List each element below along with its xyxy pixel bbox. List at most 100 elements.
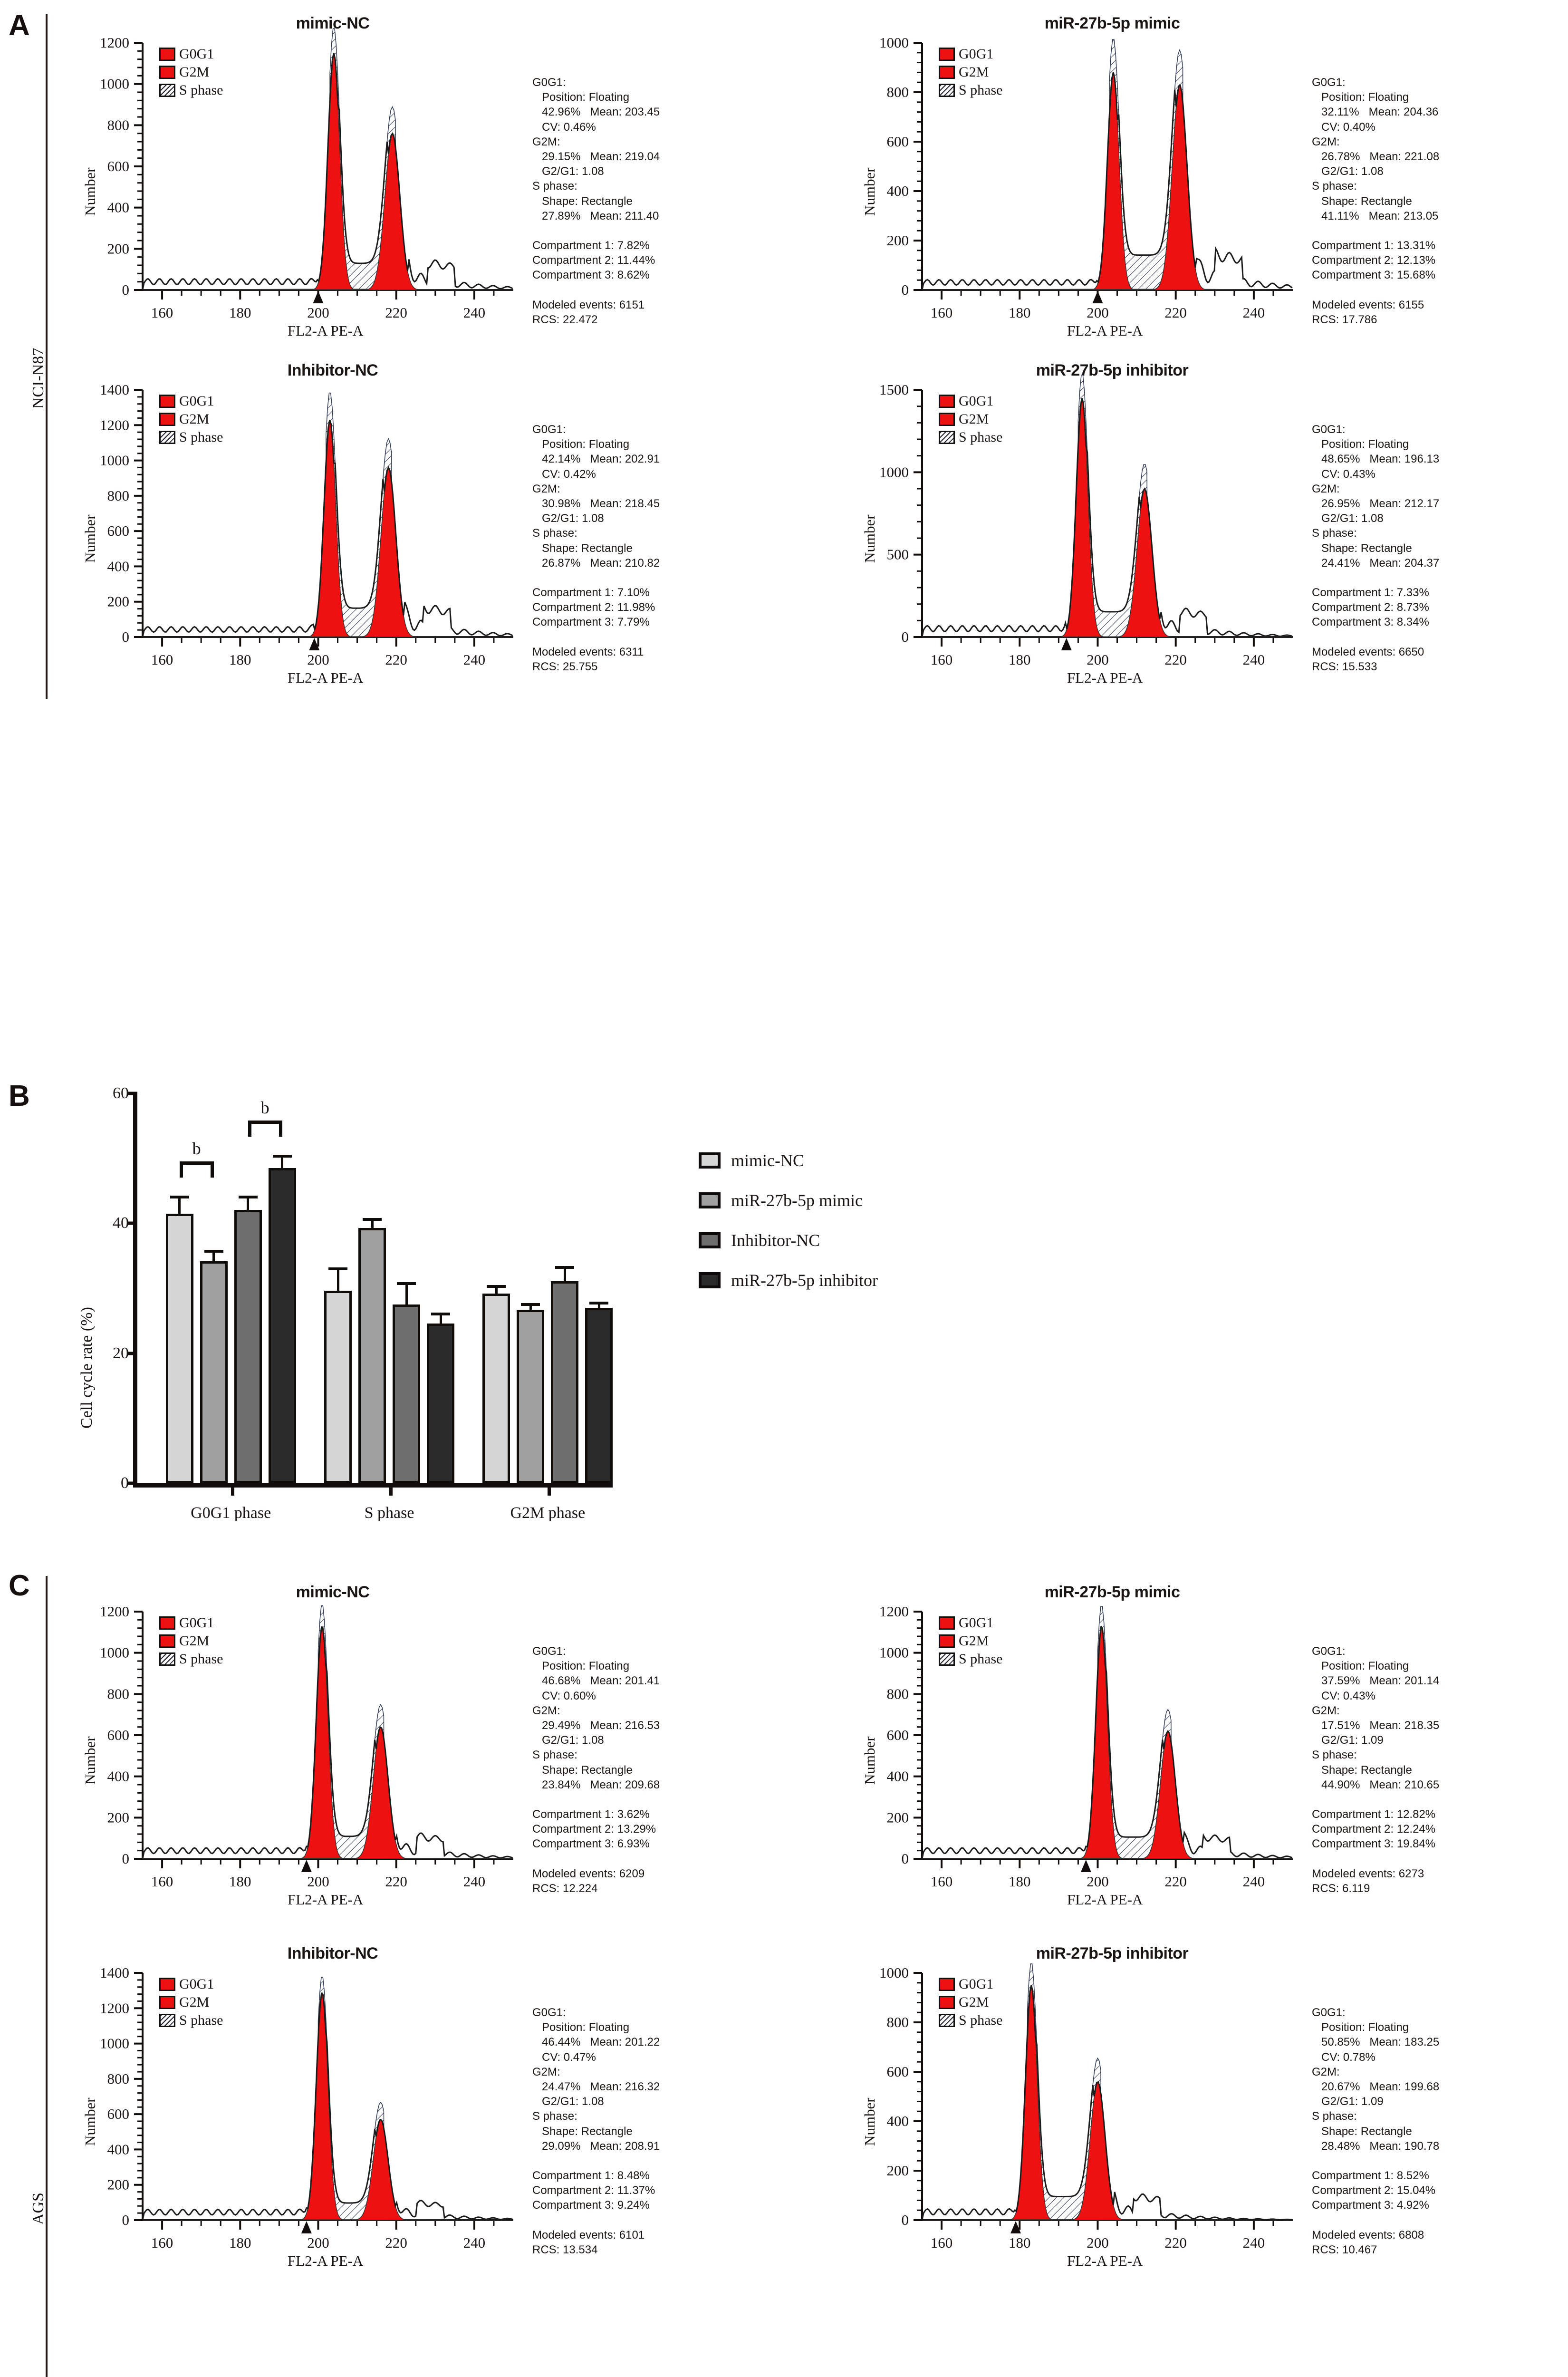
legend-swatch-red-icon [939, 1978, 955, 1991]
flow-legend-item: G2M [159, 64, 223, 81]
svg-text:600: 600 [107, 158, 130, 174]
flow-plot-c2: miR-27b-5p mimic Number 0 200 400 600 800 1000 1… [851, 1583, 1488, 1908]
legend-swatch-red-icon [939, 1634, 955, 1648]
flow-legend: G0G1 G2M S phase [159, 1614, 223, 1669]
bar-y-tick-mark [127, 1221, 137, 1225]
bar-legend-item: miR-27b-5p inhibitor [699, 1270, 878, 1290]
svg-text:200: 200 [107, 1809, 130, 1826]
flow-stats-block: G0G1: Position: Floating 46.68% Mean: 20… [532, 1645, 660, 1895]
flow-x-axis-label: FL2-A PE-A [288, 322, 364, 339]
row-label-ags: AGS [29, 2192, 47, 2225]
svg-text:160: 160 [931, 2234, 953, 2251]
svg-text:800: 800 [107, 487, 130, 504]
flow-legend-item: G0G1 [939, 1614, 1003, 1632]
error-bar [281, 1158, 284, 1169]
flow-legend-label: G0G1 [959, 1615, 994, 1631]
flow-histogram: 0 200 400 600 800 1000 160 180 200 220 240 [879, 34, 1293, 321]
error-bar-cap [238, 1196, 258, 1199]
legend-swatch-red-icon [939, 1616, 955, 1630]
flow-histogram: 0 200 400 600 800 1000 1200 160 180 200 220 240 [879, 1603, 1293, 1890]
panel-a-row-rule [46, 14, 48, 699]
flow-x-axis-label: FL2-A PE-A [1067, 322, 1143, 339]
svg-text:200: 200 [107, 2176, 130, 2193]
svg-text:1000: 1000 [879, 464, 909, 480]
bar-plot-area: 0 20 40 60 G0G1 phase S phase G2M phase b b [113, 1084, 613, 1522]
svg-text:220: 220 [385, 2234, 407, 2251]
svg-text:180: 180 [229, 1873, 251, 1890]
svg-text:1000: 1000 [100, 1644, 129, 1661]
bar-y-tick-label: 0 [121, 1474, 129, 1492]
svg-text:500: 500 [887, 546, 909, 563]
flow-legend-item: G2M [939, 1633, 1003, 1650]
legend-swatch-red-icon [159, 413, 175, 426]
flow-x-axis-label: FL2-A PE-A [288, 1891, 364, 1908]
panel-c-row-rule [46, 1576, 48, 2377]
bar-mimic-nc-s [324, 1291, 352, 1483]
legend-swatch-red-icon [159, 1616, 175, 1630]
svg-text:1400: 1400 [100, 381, 129, 398]
legend-swatch-red-icon [159, 1978, 175, 1991]
svg-text:400: 400 [107, 2141, 130, 2157]
flow-plot-title: miR-27b-5p mimic [1044, 14, 1180, 32]
flow-plot-c1: mimic-NC Number 0 200 400 600 800 1000 1200 160 18… [71, 1583, 708, 1908]
flow-plot-a1: mimic-NC Number 0 200 400 600 800 1000 1200 160 18… [71, 14, 708, 339]
flow-legend-label: S phase [959, 2012, 1003, 2028]
flow-legend-item: S phase [159, 429, 223, 446]
flow-stats-block: G0G1: Position: Floating 42.96% Mean: 20… [532, 76, 660, 326]
flow-legend: G0G1 G2M S phase [159, 393, 223, 447]
flow-legend-label: G0G1 [959, 1976, 994, 1992]
svg-text:800: 800 [887, 1685, 909, 1702]
svg-text:1400: 1400 [100, 1964, 129, 1981]
bar-x-tick-mark [231, 1483, 234, 1496]
svg-text:200: 200 [107, 240, 130, 257]
error-bar-cap [204, 1249, 223, 1253]
flow-plot-title: Inhibitor-NC [287, 361, 378, 379]
flow-x-axis-label: FL2-A PE-A [288, 669, 364, 686]
flow-plot-a2: miR-27b-5p mimic Number 0 200 400 600 800 1000 1… [851, 14, 1488, 339]
svg-text:240: 240 [463, 651, 486, 668]
svg-text:0: 0 [122, 1850, 130, 1867]
svg-text:1000: 1000 [879, 34, 909, 51]
bar-inhibitor-nc-g0g1 [234, 1209, 262, 1483]
bar-x-tick-label: G0G1 phase [191, 1504, 271, 1522]
bar-legend-label: mimic-NC [731, 1151, 804, 1170]
bar-mir-27b-5p-inhibitor-g0g1 [268, 1168, 296, 1483]
legend-swatch-red-icon [159, 1996, 175, 2009]
flow-legend-item: G2M [939, 411, 1003, 428]
flow-plot-title: mimic-NC [296, 1583, 370, 1601]
bar-legend-label: miR-27b-5p inhibitor [731, 1271, 878, 1290]
bar-mimic-nc-g2m [482, 1293, 510, 1483]
flow-stats-block: G0G1: Position: Floating 32.11% Mean: 20… [1312, 76, 1440, 326]
svg-text:0: 0 [122, 2212, 130, 2228]
flow-legend: G0G1 G2M S phase [159, 1976, 223, 2030]
svg-text:160: 160 [151, 651, 173, 668]
bar-y-tick-label: 40 [113, 1214, 129, 1232]
error-bar [178, 1198, 181, 1214]
flow-plot-title: miR-27b-5p mimic [1044, 1583, 1180, 1601]
flow-legend-label: S phase [959, 82, 1003, 98]
svg-text:600: 600 [107, 522, 130, 539]
flow-histogram: 0 500 1000 1500 160 180 200 220 240 [879, 374, 1293, 668]
svg-text:160: 160 [151, 304, 173, 321]
error-bar [597, 1304, 600, 1308]
svg-text:220: 220 [1164, 2234, 1187, 2251]
panel-letter-a: A [9, 9, 30, 42]
bar-mir-27b-5p-mimic-s [358, 1227, 386, 1483]
flow-legend-item: S phase [939, 429, 1003, 446]
svg-text:240: 240 [463, 2234, 486, 2251]
bar-legend-swatch-icon [699, 1192, 721, 1208]
flow-legend-label: G0G1 [179, 1615, 214, 1631]
svg-text:200: 200 [307, 2234, 329, 2251]
svg-text:1000: 1000 [100, 76, 129, 92]
bar-mir-27b-5p-inhibitor-g2m [585, 1308, 613, 1483]
svg-text:160: 160 [151, 2234, 173, 2251]
svg-text:200: 200 [107, 593, 130, 610]
bar-y-tick-mark [127, 1352, 137, 1355]
svg-text:200: 200 [887, 1809, 909, 1826]
bar-x-tick-mark [548, 1483, 551, 1496]
bar-inhibitor-nc-s [393, 1304, 420, 1483]
bar-y-tick-mark [127, 1092, 137, 1095]
svg-text:200: 200 [307, 304, 329, 321]
error-bar [247, 1198, 250, 1210]
